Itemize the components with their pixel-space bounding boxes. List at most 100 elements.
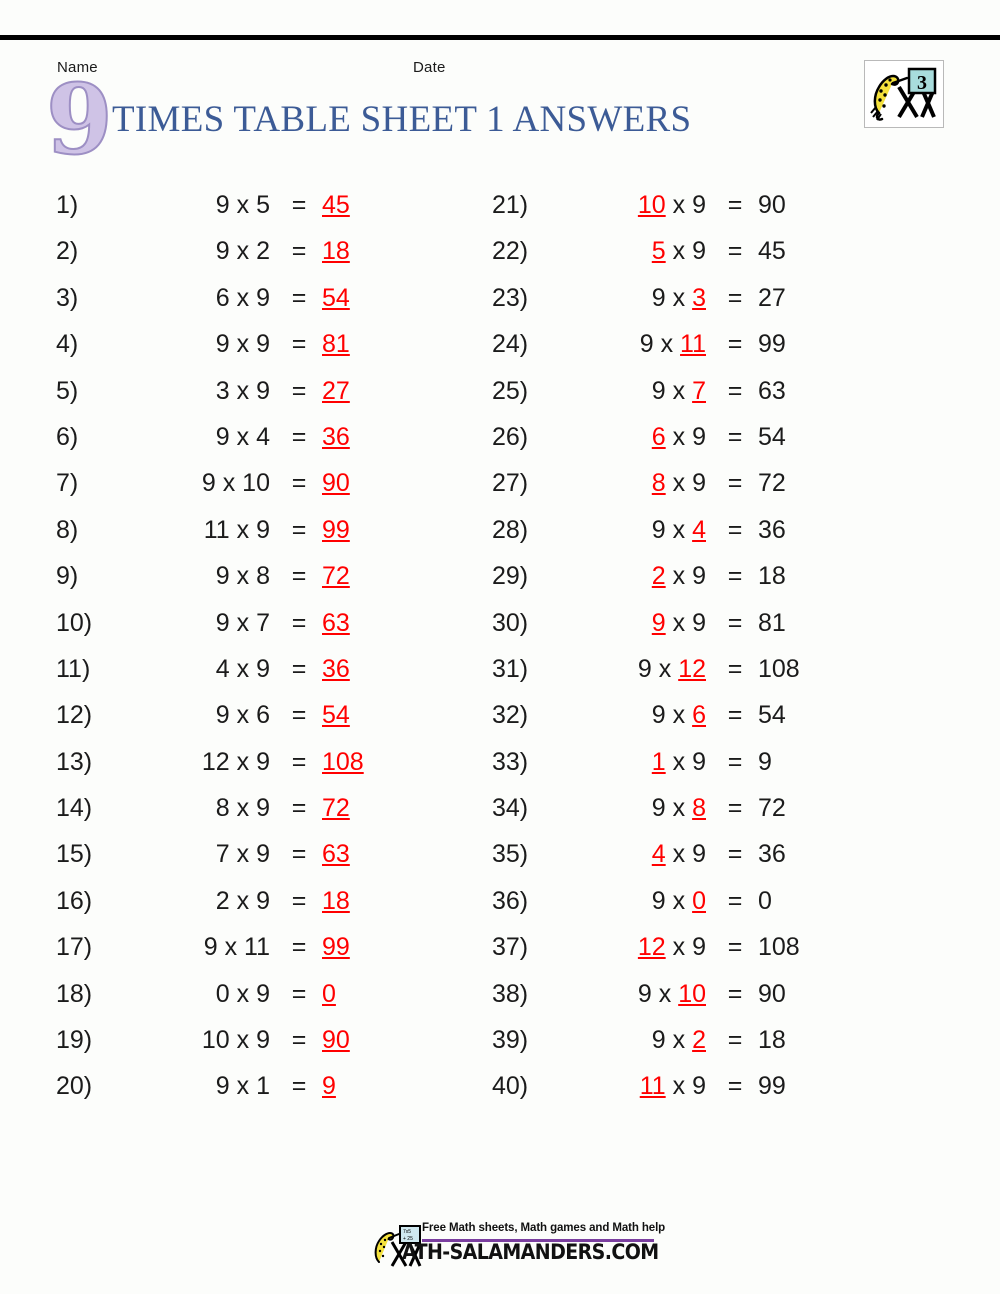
problem-expression: 9 x 12 <box>544 646 706 692</box>
problem-expression: 9 x 8 <box>544 785 706 831</box>
problem-expression: 12 x 9 <box>201 747 270 776</box>
problem-index: 26) <box>492 422 529 451</box>
equals-sign: = <box>727 840 743 869</box>
equals-sign: = <box>727 979 743 1008</box>
equals-sign: = <box>727 422 743 451</box>
problem-row: 25) 9 x 7 = 63 <box>492 368 892 414</box>
equals-sign: = <box>291 933 307 962</box>
problem-expression: 11 x 9 <box>544 1063 706 1109</box>
problem-index: 12) <box>56 701 93 730</box>
problem-row: 39) 9 x 2 = 18 <box>492 1017 892 1063</box>
problem-row: 37) 12 x 9 = 108 <box>492 924 892 970</box>
equals-sign: = <box>291 608 307 637</box>
equals-sign: = <box>291 979 307 1008</box>
problem-expression: 9 x 6 <box>544 692 706 738</box>
right-factor: 0 <box>692 886 706 915</box>
problem-expression: 9 x 0 <box>544 878 706 924</box>
problem-index: 16) <box>56 886 93 915</box>
footer-site-url[interactable]: ATH-SALAMANDERS.COM <box>402 1240 659 1265</box>
problem-row: 18) 0 x 9 = 0 <box>56 971 456 1017</box>
problem-index: 30) <box>492 608 529 637</box>
left-factor: 2 <box>651 562 666 591</box>
right-factor: 2 <box>692 1026 706 1055</box>
problem-index: 5) <box>56 376 79 405</box>
problem-row: 2) 9 x 2 = 18 <box>56 228 456 274</box>
problem-index: 37) <box>492 933 529 962</box>
equals-sign: = <box>727 654 743 683</box>
problem-expression: 2 x 9 <box>544 553 706 599</box>
equals-sign: = <box>291 283 307 312</box>
problem-expression: 11 x 9 <box>203 515 270 544</box>
problem-row: 10) 9 x 7 = 63 <box>56 600 456 646</box>
problem-index: 9) <box>56 562 79 591</box>
problem-expression: 9 x 1 <box>215 1072 270 1101</box>
equals-sign: = <box>727 886 743 915</box>
problem-row: 1) 9 x 5 = 45 <box>56 182 456 228</box>
equals-sign: = <box>291 794 307 823</box>
right-factor: 8 <box>692 794 706 823</box>
problem-product: 99 <box>758 1072 786 1101</box>
problem-expression: 8 x 9 <box>215 794 270 823</box>
problem-row: 11) 4 x 9 = 36 <box>56 646 456 692</box>
multiplication-sign: x <box>665 237 693 266</box>
problem-expression: 8 x 9 <box>544 460 706 506</box>
date-label: Date <box>413 59 446 76</box>
equals-sign: = <box>291 330 307 359</box>
left-factor: 11 <box>639 1072 666 1101</box>
problem-expression: 9 x 3 <box>544 275 706 321</box>
problem-answer: 18 <box>322 237 350 266</box>
problem-expression: 9 x 11 <box>544 321 706 367</box>
problem-index: 15) <box>56 840 93 869</box>
problem-index: 19) <box>56 1026 93 1055</box>
problem-index: 22) <box>492 237 529 266</box>
equals-sign: = <box>291 1026 307 1055</box>
problem-answer: 54 <box>322 283 350 312</box>
multiplication-sign: x <box>665 701 693 730</box>
problem-expression: 12 x 9 <box>544 924 706 970</box>
problem-expression: 6 x 9 <box>215 283 270 312</box>
right-factor: 4 <box>692 515 706 544</box>
left-factor: 9 <box>651 886 666 915</box>
multiplication-sign: x <box>653 330 681 359</box>
footer: 7x5 + 25 Free Math sheets, Math games an… <box>370 1222 665 1272</box>
left-factor: 10 <box>637 191 666 219</box>
left-factor: 9 <box>637 654 652 683</box>
problem-product: 72 <box>758 469 786 498</box>
equals-sign: = <box>291 840 307 869</box>
left-factor: 9 <box>651 515 666 544</box>
problem-expression: 4 x 9 <box>544 831 706 877</box>
problem-product: 45 <box>758 237 786 266</box>
problem-product: 18 <box>758 562 786 591</box>
problem-index: 31) <box>492 654 529 683</box>
problem-expression: 9 x 11 <box>203 933 270 962</box>
salamander-level-logo: 3 <box>864 60 944 128</box>
right-factor: 9 <box>692 1072 706 1101</box>
problem-expression: 5 x 9 <box>544 228 706 274</box>
equals-sign: = <box>291 422 307 451</box>
right-factor: 12 <box>678 654 706 683</box>
multiplication-sign: x <box>665 1072 693 1101</box>
problem-row: 32) 9 x 6 = 54 <box>492 692 892 738</box>
problem-row: 8) 11 x 9 = 99 <box>56 507 456 553</box>
problem-expression: 9 x 5 <box>215 191 270 219</box>
equals-sign: = <box>291 376 307 405</box>
right-factor: 9 <box>692 840 706 869</box>
problem-index: 7) <box>56 469 79 498</box>
problem-index: 17) <box>56 933 93 962</box>
problem-expression: 6 x 9 <box>544 414 706 460</box>
problem-row: 9) 9 x 8 = 72 <box>56 553 456 599</box>
problem-product: 9 <box>758 747 772 776</box>
problem-product: 54 <box>758 422 786 451</box>
problem-answer: 90 <box>322 1026 350 1055</box>
problem-row: 30) 9 x 9 = 81 <box>492 600 892 646</box>
problem-answer: 72 <box>322 794 350 823</box>
problem-index: 38) <box>492 979 529 1008</box>
equals-sign: = <box>291 562 307 591</box>
problem-answer: 63 <box>322 608 350 637</box>
problem-row: 15) 7 x 9 = 63 <box>56 831 456 877</box>
problem-index: 4) <box>56 330 79 359</box>
problem-index: 11) <box>56 654 91 683</box>
problem-product: 27 <box>758 283 786 312</box>
problem-index: 39) <box>492 1026 529 1055</box>
problem-expression: 9 x 10 <box>544 971 706 1017</box>
